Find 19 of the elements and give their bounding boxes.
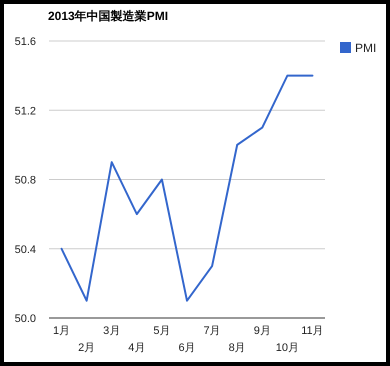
x-tick-label: 7月: [204, 325, 221, 337]
x-tick-label: 11月: [301, 325, 324, 337]
y-tick-label: 50.0: [14, 313, 36, 325]
y-tick-label: 51.6: [14, 36, 36, 48]
y-tick-label: 50.4: [14, 244, 36, 256]
x-tick-label: 8月: [228, 342, 246, 354]
legend-label: PMI: [355, 41, 376, 55]
y-tick-label: 51.2: [14, 105, 36, 118]
x-tick-label: 3月: [103, 325, 120, 337]
x-tick-label: 6月: [178, 342, 196, 354]
x-tick-label: 2月: [78, 342, 96, 354]
x-tick-label: 1月: [52, 325, 70, 337]
line-series: [60, 74, 314, 302]
x-tick-label: 5月: [153, 325, 170, 337]
x-tick-label: 10月: [276, 342, 299, 354]
y-tick-label: 50.8: [14, 174, 36, 186]
x-tick-label: 9月: [254, 325, 271, 337]
chart-title: 2013年中国製造業PMI: [48, 9, 168, 23]
x-tick-label: 4月: [128, 342, 146, 354]
